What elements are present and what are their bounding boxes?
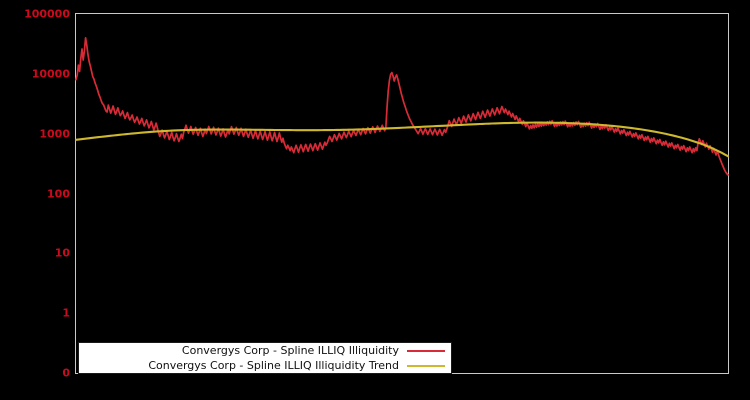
y-tick-label-100: 100 (47, 187, 70, 200)
y-tick-label-10: 10 (54, 246, 70, 260)
legend-label-trend: Convergys Corp - Spline ILLIQ Illiquidit… (148, 359, 399, 372)
y-tick-label-10000: 10000 (31, 67, 70, 81)
legend-item-illiquidity[interactable]: Convergys Corp - Spline ILLIQ Illiquidit… (79, 343, 451, 358)
y-tick-label-100000: 100000 (24, 7, 70, 21)
y-tick-label-0: 0 (62, 366, 70, 380)
chart-legend: Convergys Corp - Spline ILLIQ Illiquidit… (78, 342, 452, 374)
series-line-illiquidity (75, 36, 729, 176)
plot-area (75, 13, 729, 374)
y-tick-label-1000: 1000 (39, 127, 70, 141)
series-line-trend (74, 121, 730, 158)
y-axis: 100000 10000 1000 100 10 1 0 (0, 0, 70, 400)
y-tick-label-1: 1 (62, 306, 70, 320)
legend-swatch-illiquidity (407, 349, 445, 352)
legend-swatch-trend (407, 364, 445, 367)
legend-label-illiquidity: Convergys Corp - Spline ILLIQ Illiquidit… (181, 344, 399, 357)
legend-item-trend[interactable]: Convergys Corp - Spline ILLIQ Illiquidit… (79, 358, 451, 373)
